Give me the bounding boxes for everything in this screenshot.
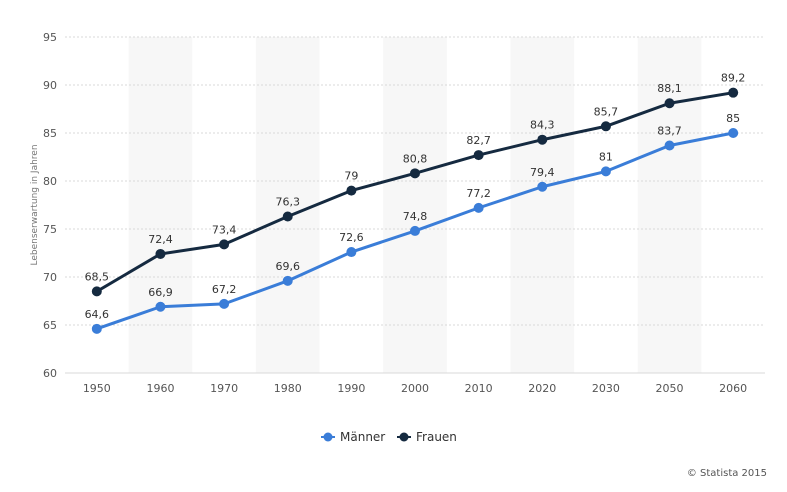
y-tick-label: 95 [43,31,57,44]
data-point[interactable] [219,239,230,250]
data-label: 74,8 [403,210,428,223]
y-tick-label: 60 [43,367,57,380]
data-point[interactable] [600,121,611,132]
data-point[interactable] [537,134,548,145]
data-point[interactable] [664,140,675,151]
data-point[interactable] [219,298,230,309]
x-tick-label: 1950 [83,382,111,395]
legend-dot-marker [399,432,409,442]
data-point[interactable] [728,128,739,138]
y-tick-label: 85 [43,127,57,140]
background-band [128,37,193,373]
data-label: 89,2 [721,72,746,85]
legend[interactable]: Männer Frauen [321,430,457,444]
y-axis-title: Lebenserwartung in Jahren [30,144,40,265]
y-tick-label: 90 [43,79,57,92]
data-label: 85 [726,112,740,125]
data-label: 79 [344,170,358,183]
data-label: 73,4 [212,223,237,236]
data-label: 64,6 [85,308,110,321]
x-tick-label: 2020 [528,382,556,395]
data-label: 72,4 [148,233,173,246]
data-label: 68,5 [85,270,110,283]
data-point[interactable] [600,166,611,177]
x-tick-label: 1960 [146,382,174,395]
y-tick-label: 80 [43,175,57,188]
data-label: 77,2 [466,187,491,200]
data-point[interactable] [155,248,166,259]
x-tick-label: 2050 [656,382,684,395]
legend-label: Frauen [416,430,457,444]
data-point[interactable] [410,225,420,236]
data-label: 72,6 [339,231,364,244]
data-point[interactable] [346,185,357,196]
data-point[interactable] [155,301,166,312]
data-label: 79,4 [530,166,555,179]
x-tick-label: 1970 [210,382,238,395]
data-label: 85,7 [594,105,619,118]
data-label: 76,3 [275,196,300,209]
data-label: 83,7 [657,124,682,137]
data-label: 84,3 [530,119,555,132]
data-label: 80,8 [403,152,428,165]
data-point[interactable] [410,168,420,179]
legend-item-frauen[interactable]: Frauen [397,430,457,444]
data-point[interactable] [91,286,102,297]
data-label: 81 [599,150,613,163]
data-point[interactable] [346,247,357,258]
legend-label: Männer [340,430,385,444]
legend-dot-marker [323,432,333,442]
x-tick-labels: 1950 1960 1970 1980 1990 2000 2010 2020 2030 2050… [83,382,747,395]
legend-item-mnner[interactable]: Männer [321,430,385,444]
x-tick-label: 2060 [719,382,747,395]
y-tick-label: 75 [43,223,57,236]
data-point[interactable] [473,150,484,161]
x-tick-label: 2030 [592,382,620,395]
background-band [255,37,320,373]
x-tick-label: 1980 [274,382,302,395]
data-point[interactable] [664,98,675,109]
y-tick-labels: 60 65 70 75 80 85 90 95 [43,31,57,380]
data-label: 67,2 [212,283,237,296]
data-label: 69,6 [275,260,300,273]
data-label: 66,9 [148,286,173,299]
series-layer [91,87,739,334]
data-label: 88,1 [657,82,682,95]
y-tick-label: 65 [43,319,57,332]
data-point[interactable] [282,211,293,222]
background-band [383,37,447,373]
x-tick-label: 2010 [465,382,493,395]
data-label: 82,7 [466,134,491,147]
data-point[interactable] [537,181,548,192]
data-point[interactable] [91,323,102,334]
data-point[interactable] [473,202,484,213]
background-band [510,37,575,373]
data-point[interactable] [282,275,293,286]
y-tick-label: 70 [43,271,57,284]
data-point[interactable] [728,87,739,98]
background-bands [128,37,702,373]
x-tick-label: 2000 [401,382,429,395]
x-tick-label: 1990 [337,382,365,395]
data-labels: 64,6 66,9 67,2 69,6 72,6 74,8 77,2 79,4 81 83,7 85… [85,72,746,321]
source-credit[interactable]: © Statista 2015 [686,468,767,479]
background-band [637,37,702,373]
